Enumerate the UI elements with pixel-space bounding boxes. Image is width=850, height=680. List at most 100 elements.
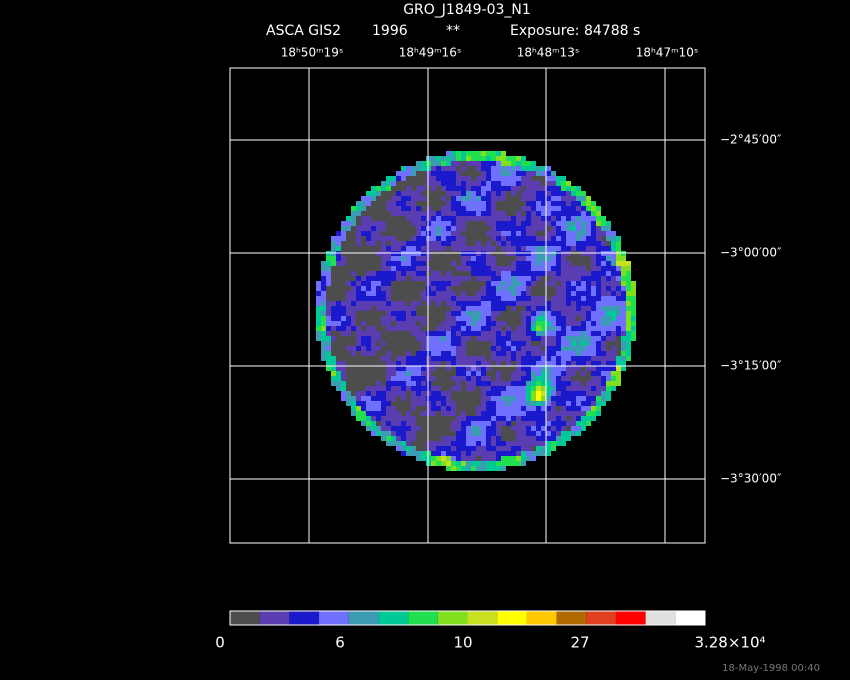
pixel bbox=[551, 206, 556, 211]
pixel bbox=[371, 426, 376, 431]
pixel bbox=[421, 211, 426, 216]
pixel bbox=[516, 406, 521, 411]
pixel bbox=[486, 151, 491, 156]
pixel bbox=[461, 341, 466, 346]
pixel bbox=[501, 441, 506, 446]
pixel bbox=[486, 266, 491, 271]
pixel bbox=[361, 396, 366, 401]
pixel bbox=[586, 236, 591, 241]
pixel bbox=[486, 221, 491, 226]
pixel bbox=[601, 326, 606, 331]
pixel bbox=[541, 371, 546, 376]
pixel bbox=[566, 371, 571, 376]
pixel bbox=[576, 321, 581, 326]
pixel bbox=[566, 196, 571, 201]
pixel bbox=[581, 366, 586, 371]
pixel bbox=[531, 226, 536, 231]
pixel bbox=[456, 291, 461, 296]
pixel bbox=[421, 176, 426, 181]
pixel bbox=[416, 356, 421, 361]
pixel bbox=[466, 416, 471, 421]
pixel bbox=[616, 311, 621, 316]
pixel bbox=[341, 311, 346, 316]
pixel bbox=[521, 231, 526, 236]
pixel bbox=[561, 326, 566, 331]
pixel bbox=[546, 351, 551, 356]
pixel bbox=[541, 396, 546, 401]
pixel bbox=[491, 236, 496, 241]
pixel bbox=[446, 396, 451, 401]
pixel bbox=[381, 426, 386, 431]
pixel bbox=[506, 296, 511, 301]
pixel bbox=[611, 341, 616, 346]
pixel bbox=[326, 351, 331, 356]
pixel bbox=[471, 291, 476, 296]
pixel bbox=[346, 321, 351, 326]
pixel bbox=[386, 241, 391, 246]
pixel bbox=[411, 406, 416, 411]
pixel bbox=[451, 166, 456, 171]
pixel bbox=[376, 401, 381, 406]
pixel bbox=[511, 156, 516, 161]
pixel bbox=[591, 346, 596, 351]
pixel bbox=[336, 266, 341, 271]
pixel bbox=[571, 426, 576, 431]
pixel bbox=[521, 426, 526, 431]
pixel bbox=[606, 371, 611, 376]
pixel bbox=[476, 401, 481, 406]
pixel bbox=[326, 331, 331, 336]
pixel bbox=[526, 406, 531, 411]
pixel bbox=[396, 196, 401, 201]
pixel bbox=[526, 431, 531, 436]
pixel bbox=[436, 406, 441, 411]
pixel bbox=[541, 311, 546, 316]
pixel bbox=[531, 261, 536, 266]
pixel bbox=[601, 306, 606, 311]
pixel bbox=[371, 221, 376, 226]
pixel bbox=[531, 366, 536, 371]
pixel bbox=[341, 366, 346, 371]
pixel bbox=[506, 371, 511, 376]
pixel bbox=[411, 196, 416, 201]
pixel bbox=[546, 346, 551, 351]
pixel bbox=[496, 436, 501, 441]
pixel bbox=[356, 261, 361, 266]
pixel bbox=[511, 341, 516, 346]
pixel bbox=[556, 226, 561, 231]
pixel bbox=[431, 361, 436, 366]
pixel bbox=[351, 371, 356, 376]
pixel bbox=[336, 246, 341, 251]
pixel bbox=[571, 416, 576, 421]
pixel bbox=[481, 431, 486, 436]
pixel bbox=[411, 391, 416, 396]
pixel bbox=[591, 391, 596, 396]
pixel bbox=[611, 301, 616, 306]
pixel bbox=[456, 216, 461, 221]
pixel bbox=[436, 256, 441, 261]
pixel bbox=[361, 346, 366, 351]
pixel bbox=[531, 186, 536, 191]
pixel bbox=[511, 256, 516, 261]
pixel bbox=[421, 441, 426, 446]
pixel bbox=[591, 341, 596, 346]
pixel bbox=[386, 216, 391, 221]
pixel bbox=[521, 356, 526, 361]
pixel bbox=[606, 356, 611, 361]
pixel bbox=[421, 366, 426, 371]
pixel bbox=[411, 316, 416, 321]
pixel bbox=[456, 431, 461, 436]
pixel bbox=[516, 351, 521, 356]
pixel bbox=[331, 346, 336, 351]
pixel bbox=[486, 261, 491, 266]
pixel bbox=[341, 341, 346, 346]
pixel bbox=[511, 236, 516, 241]
pixel bbox=[391, 276, 396, 281]
pixel bbox=[376, 351, 381, 356]
pixel bbox=[531, 336, 536, 341]
pixel bbox=[441, 461, 446, 466]
pixel bbox=[456, 376, 461, 381]
pixel bbox=[476, 336, 481, 341]
pixel bbox=[401, 211, 406, 216]
pixel bbox=[356, 411, 361, 416]
pixel bbox=[536, 266, 541, 271]
